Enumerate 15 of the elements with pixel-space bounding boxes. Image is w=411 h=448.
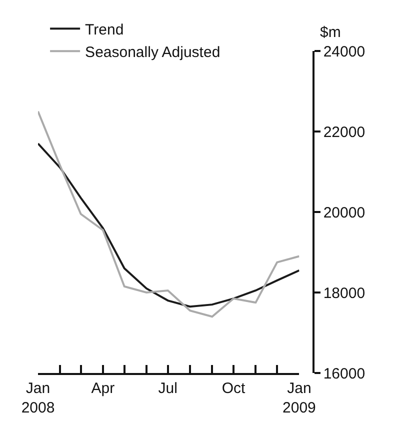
x-tick-label: Jan 2008: [21, 380, 55, 416]
x-tick-label: Jul: [158, 380, 178, 397]
x-tick-label: Apr: [91, 380, 115, 397]
y-tick-label: 20000: [323, 204, 366, 222]
legend-label: Seasonally Adjusted: [85, 44, 220, 61]
line-series: [38, 110, 300, 318]
y-axis-title: $m: [320, 24, 341, 41]
line-series: [38, 142, 300, 308]
y-tick-label: 22000: [323, 124, 366, 141]
legend-label: Trend: [85, 21, 124, 38]
y-tick-label: 18000: [323, 284, 366, 302]
y-tick-label: 16000: [323, 365, 366, 382]
x-tick-label: Oct: [222, 380, 246, 397]
x-tick-label: Jan 2009: [282, 380, 316, 416]
y-tick-label: 24000: [323, 43, 366, 60]
